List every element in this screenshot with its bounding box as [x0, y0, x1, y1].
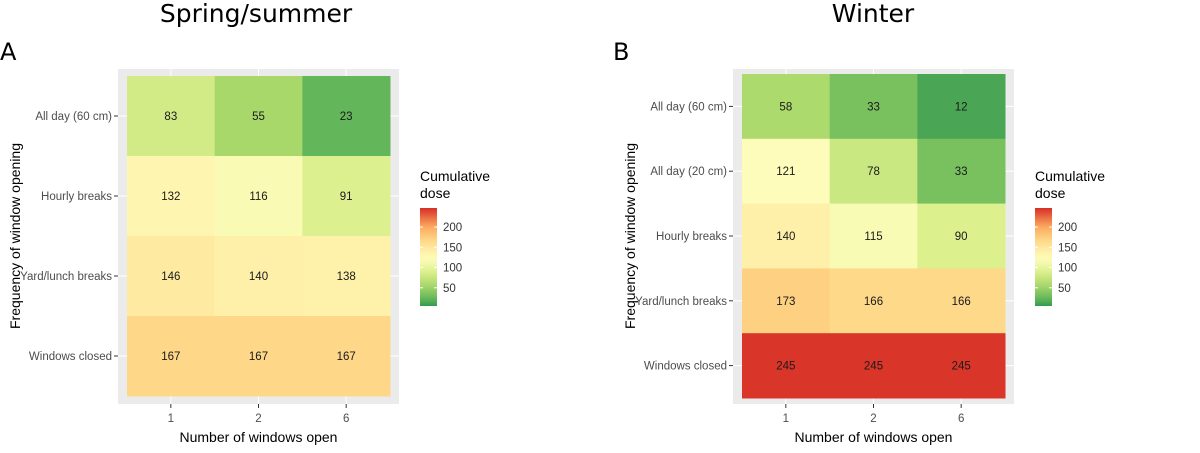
heatmap-tile: [742, 203, 831, 269]
tile-value-label: 166: [952, 296, 971, 308]
heatmap-tile: [829, 203, 918, 269]
x-tick-label: 2: [870, 413, 876, 425]
colorbar: [420, 208, 437, 306]
heatmap-tile: [829, 268, 918, 334]
x-tick-label: 2: [255, 413, 261, 425]
heatmap-tile: [742, 268, 831, 334]
heatmap-tile: [127, 156, 216, 237]
y-tick-label: Hourly breaks: [656, 231, 727, 243]
legend-title: dose: [420, 185, 451, 201]
y-tick-label: Windows closed: [29, 351, 112, 363]
heatmap-tile: [917, 138, 1006, 205]
y-axis-title: Frequency of window opening: [7, 143, 23, 329]
heatmap-tile: [917, 203, 1006, 269]
tile-value-label: 115: [864, 231, 882, 243]
heatmap-tile: [214, 316, 303, 397]
panel-title: Winter: [832, 0, 915, 28]
tile-value-label: 140: [776, 231, 795, 243]
colorbar-tick-label: 100: [443, 263, 462, 275]
tile-value-label: 33: [955, 166, 968, 178]
tile-value-label: 116: [249, 191, 267, 203]
heatmap-tile: [127, 316, 216, 397]
tile-value-label: 23: [340, 111, 353, 123]
tile-value-label: 245: [864, 361, 883, 373]
heatmap-tile: [917, 74, 1006, 140]
tile-value-label: 78: [867, 166, 880, 178]
heatmap-tile: [302, 76, 391, 157]
heatmap-tile: [742, 138, 831, 205]
tile-value-label: 167: [337, 351, 356, 363]
tile-value-label: 121: [776, 166, 795, 178]
tile-value-label: 33: [867, 101, 880, 113]
colorbar-tick-label: 50: [443, 283, 456, 295]
panel-title: Spring/summer: [160, 0, 353, 28]
heatmap-tile: [127, 76, 216, 157]
panel-letter: B: [613, 38, 629, 66]
x-axis-title: Number of windows open: [180, 429, 338, 445]
y-tick-label: Yard/lunch breaks: [635, 296, 727, 308]
tile-value-label: 173: [776, 296, 795, 308]
colorbar-tick-label: 50: [1058, 283, 1071, 295]
heatmap-tile: [302, 236, 391, 317]
tile-value-label: 167: [161, 351, 180, 363]
colorbar-tick-label: 200: [1058, 222, 1077, 234]
heatmap-tile: [302, 316, 391, 397]
tile-value-label: 83: [164, 111, 177, 123]
panel-letter: A: [0, 38, 17, 66]
heatmap-tile: [214, 156, 303, 237]
color-legend: Cumulative dose 50 100 150 200: [1035, 168, 1105, 306]
heatmap-tile: [302, 156, 391, 237]
heatmap-tile: [214, 236, 303, 317]
panel-a: Spring/summer A 83 55 23 132 116 91 146 140 138 167…: [0, 0, 490, 445]
heatmap-tile: [829, 138, 918, 205]
heatmap-tile: [829, 74, 918, 140]
y-tick-label: All day (20 cm): [650, 166, 727, 178]
x-tick-label: 6: [958, 413, 964, 425]
heatmap-tile: [917, 268, 1006, 334]
heatmap-tile: [742, 74, 831, 140]
tile-value-label: 58: [779, 101, 792, 113]
x-axis-title: Number of windows open: [795, 429, 953, 445]
color-legend: Cumulative dose 50 100 150 200: [420, 168, 490, 306]
y-tick-label: Yard/lunch breaks: [20, 271, 112, 283]
x-tick-label: 1: [168, 413, 174, 425]
tile-value-label: 91: [340, 191, 353, 203]
legend-title: Cumulative: [1035, 168, 1105, 184]
tile-value-label: 167: [249, 351, 268, 363]
tile-value-label: 132: [161, 191, 180, 203]
tile-value-label: 55: [252, 111, 265, 123]
heatmap-tile: [742, 333, 831, 399]
heatmap-tile: [917, 333, 1006, 399]
colorbar: [1035, 208, 1052, 306]
x-tick-label: 6: [343, 413, 349, 425]
tile-value-label: 245: [776, 361, 795, 373]
tile-value-label: 138: [337, 271, 356, 283]
colorbar-tick-label: 150: [1058, 242, 1077, 254]
y-tick-label: All day (60 cm): [35, 111, 112, 123]
tile-value-label: 146: [161, 271, 180, 283]
tile-value-label: 90: [955, 231, 968, 243]
x-tick-label: 1: [783, 413, 789, 425]
legend-title: dose: [1035, 185, 1066, 201]
y-tick-label: Windows closed: [644, 361, 727, 373]
tile-value-label: 245: [952, 361, 971, 373]
colorbar-tick-label: 100: [1058, 263, 1077, 275]
legend-title: Cumulative: [420, 168, 490, 184]
heatmap-tile: [214, 76, 303, 157]
tile-value-label: 12: [955, 101, 968, 113]
y-axis-title: Frequency of window opening: [622, 143, 638, 329]
tile-value-label: 166: [864, 296, 883, 308]
heatmap-tile: [829, 333, 918, 399]
colorbar-tick-label: 150: [443, 242, 462, 254]
tile-value-label: 140: [249, 271, 268, 283]
y-tick-label: All day (60 cm): [650, 101, 727, 113]
colorbar-tick-label: 200: [443, 222, 462, 234]
y-tick-label: Hourly breaks: [41, 191, 112, 203]
heatmap-tile: [127, 236, 216, 317]
